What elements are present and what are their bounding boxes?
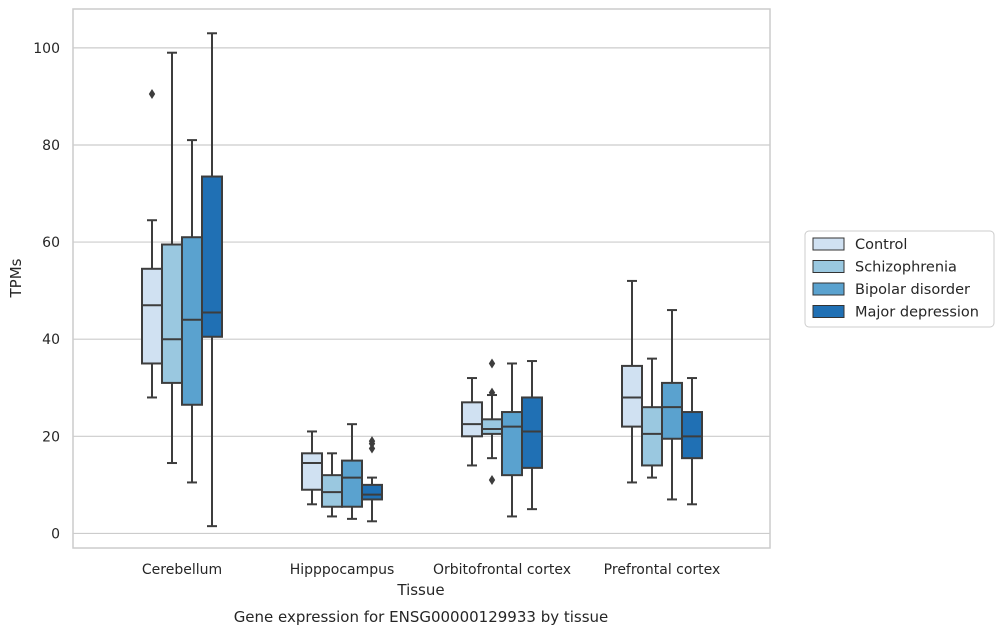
box-iqr — [661, 381, 683, 440]
box-iqr — [201, 175, 223, 338]
y-tick-label: 40 — [42, 332, 60, 348]
box-iqr — [141, 267, 163, 365]
box-schizophrenia-2 — [481, 358, 503, 486]
x-tick-label: Orbitofrontal cortex — [433, 562, 571, 578]
x-axis-ticks: Cerebellum Hipppocampus Orbitofrontal cort… — [142, 562, 720, 578]
legend-swatch — [812, 282, 845, 296]
box-iqr — [621, 364, 643, 428]
y-tick-label: 80 — [42, 138, 60, 154]
outlier-marker — [488, 387, 496, 398]
legend-swatch — [812, 305, 845, 318]
box-iqr — [161, 243, 183, 384]
outlier-marker — [488, 358, 496, 369]
box-iqr — [301, 452, 323, 491]
x-axis-label: Tissue — [396, 581, 444, 599]
box-iqr — [321, 474, 343, 508]
box-schizophrenia-3 — [641, 357, 663, 479]
box-control-2 — [461, 377, 483, 467]
outlier-marker — [488, 475, 496, 486]
legend-label: Schizophrenia — [855, 260, 957, 276]
outlier-marker — [368, 436, 376, 447]
y-tick-label: 60 — [42, 235, 60, 251]
box-bipolar-disorder-0 — [181, 139, 203, 484]
x-tick-label: Cerebellum — [142, 562, 222, 578]
legend-swatch — [812, 237, 845, 251]
box-major-depression-2 — [521, 360, 543, 511]
x-tick-label: Hipppocampus — [290, 562, 395, 578]
box-iqr — [181, 236, 203, 406]
legend-swatch — [812, 260, 845, 273]
y-tick-label: 100 — [33, 41, 60, 57]
legend: Control Schizophrenia Bipolar disorder Majo… — [804, 230, 995, 328]
y-tick-label: 20 — [42, 429, 60, 445]
outlier-marker — [148, 88, 156, 99]
box-major-depression-1 — [361, 436, 383, 523]
box-bipolar-disorder-3 — [661, 309, 683, 501]
box-control-1 — [301, 430, 323, 506]
legend-label: Bipolar disorder — [855, 282, 970, 298]
box-bipolar-disorder-2 — [501, 362, 523, 518]
box-bipolar-disorder-1 — [341, 423, 363, 520]
box-control-0 — [141, 88, 163, 399]
legend-label: Control — [855, 237, 907, 253]
box-control-3 — [621, 279, 643, 484]
legend-label: Major depression — [855, 305, 979, 321]
box-iqr — [341, 459, 363, 508]
box-major-depression-0 — [201, 32, 223, 528]
plot-frame — [72, 8, 771, 549]
box-iqr — [641, 406, 663, 467]
box-iqr — [361, 483, 383, 501]
box-major-depression-3 — [681, 377, 703, 506]
box-schizophrenia-1 — [321, 452, 343, 518]
x-tick-label: Prefrontal cortex — [604, 562, 721, 578]
chart-caption: Gene expression for ENSG00000129933 by t… — [234, 608, 609, 626]
y-tick-label: 0 — [51, 526, 60, 542]
y-axis-label: TPMs — [7, 258, 25, 298]
box-iqr — [681, 411, 703, 460]
box-iqr — [481, 418, 503, 435]
y-axis-ticks: 0 20 40 60 80 100 — [33, 41, 60, 543]
box-layer — [141, 32, 703, 528]
box-schizophrenia-0 — [161, 51, 183, 465]
box-iqr — [521, 396, 543, 469]
box-iqr — [501, 411, 523, 477]
box-iqr — [461, 401, 483, 438]
legend-frame — [804, 230, 995, 328]
